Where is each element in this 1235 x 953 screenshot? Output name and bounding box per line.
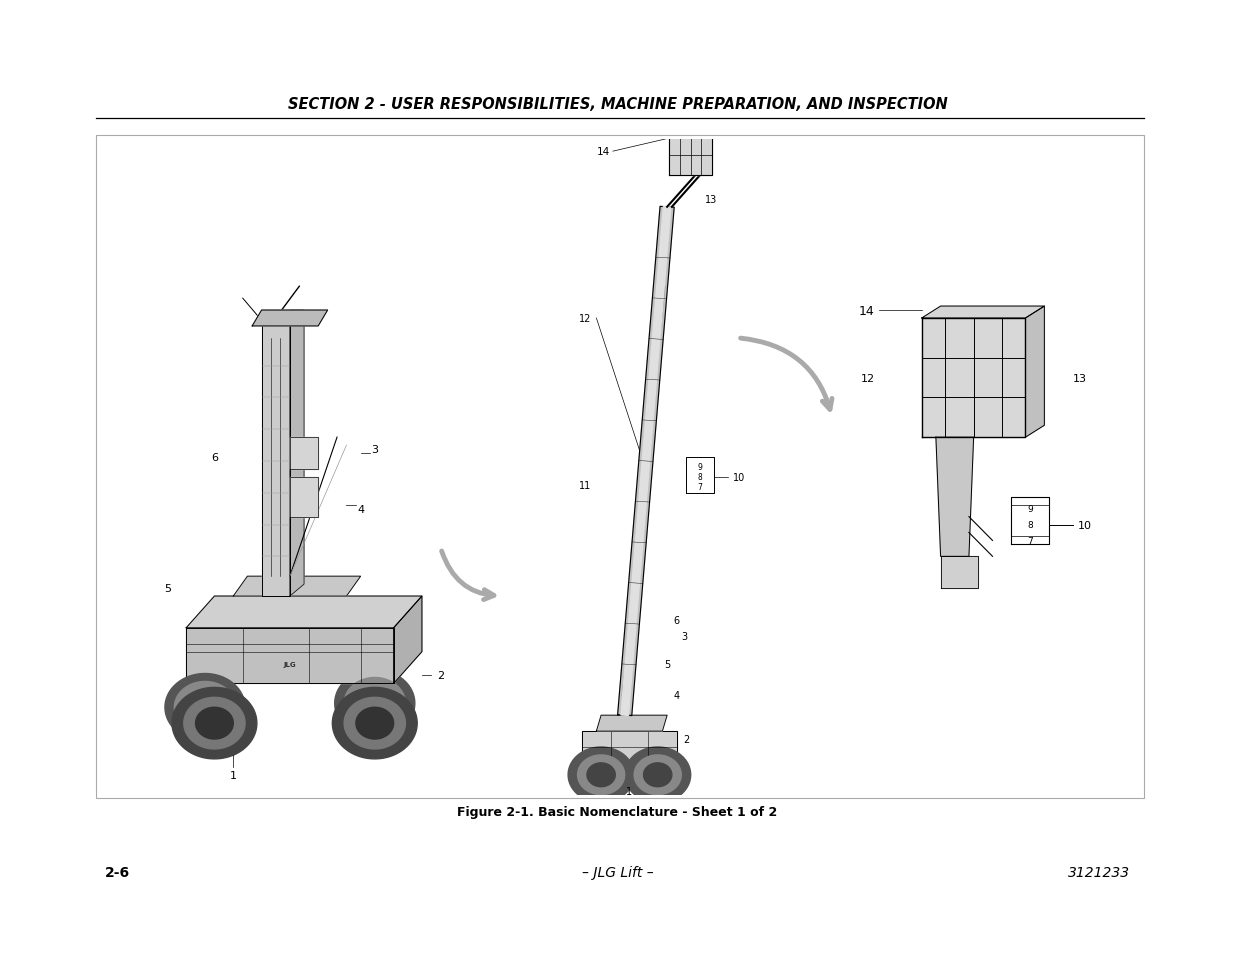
Text: 4: 4 xyxy=(673,691,679,700)
Text: 12: 12 xyxy=(579,314,592,324)
Polygon shape xyxy=(345,698,405,749)
Polygon shape xyxy=(184,698,245,749)
Polygon shape xyxy=(233,577,361,597)
Polygon shape xyxy=(172,688,257,760)
Text: 3: 3 xyxy=(682,631,688,641)
Polygon shape xyxy=(358,690,391,718)
Polygon shape xyxy=(941,557,978,588)
Polygon shape xyxy=(582,731,677,763)
Text: 14: 14 xyxy=(598,147,610,157)
Polygon shape xyxy=(394,597,422,683)
Polygon shape xyxy=(634,755,682,795)
Text: 3121233: 3121233 xyxy=(1068,865,1130,879)
Polygon shape xyxy=(921,318,1025,437)
Text: 6: 6 xyxy=(673,616,679,625)
Text: 8: 8 xyxy=(1028,520,1034,530)
Text: JLG: JLG xyxy=(284,660,296,667)
Polygon shape xyxy=(290,311,304,597)
Polygon shape xyxy=(252,311,327,327)
Text: 4: 4 xyxy=(357,504,364,514)
Polygon shape xyxy=(174,681,236,733)
Polygon shape xyxy=(186,597,422,628)
Polygon shape xyxy=(921,307,1045,318)
Polygon shape xyxy=(621,208,671,716)
Text: 13: 13 xyxy=(1073,374,1087,383)
Text: 1: 1 xyxy=(230,770,237,780)
Polygon shape xyxy=(568,747,634,802)
Polygon shape xyxy=(597,716,667,731)
Text: Figure 2-1. Basic Nomenclature - Sheet 1 of 2: Figure 2-1. Basic Nomenclature - Sheet 1… xyxy=(457,805,778,819)
Polygon shape xyxy=(335,670,415,738)
Polygon shape xyxy=(356,707,394,740)
Text: 12: 12 xyxy=(861,374,874,383)
Polygon shape xyxy=(345,678,405,729)
Polygon shape xyxy=(189,694,221,721)
Polygon shape xyxy=(643,763,672,787)
Polygon shape xyxy=(1025,307,1045,437)
Polygon shape xyxy=(625,747,690,802)
Text: 5: 5 xyxy=(164,583,170,594)
Polygon shape xyxy=(936,437,973,557)
Text: – JLG Lift –: – JLG Lift – xyxy=(582,865,653,879)
Polygon shape xyxy=(290,437,319,470)
Polygon shape xyxy=(186,628,394,683)
Text: 8: 8 xyxy=(698,473,703,482)
Text: 10: 10 xyxy=(734,473,746,482)
Text: 14: 14 xyxy=(858,304,874,317)
Bar xyxy=(96,136,1144,799)
Text: 5: 5 xyxy=(664,659,671,669)
Text: 3: 3 xyxy=(372,445,378,455)
Polygon shape xyxy=(669,136,711,175)
Text: 6: 6 xyxy=(211,453,217,462)
Text: 13: 13 xyxy=(705,194,718,205)
Polygon shape xyxy=(1011,497,1049,545)
Text: 7: 7 xyxy=(698,483,703,492)
Text: 2: 2 xyxy=(437,671,445,680)
Polygon shape xyxy=(685,457,714,494)
Polygon shape xyxy=(618,207,674,716)
Text: 1: 1 xyxy=(626,786,632,796)
Polygon shape xyxy=(587,763,615,787)
Text: 9: 9 xyxy=(1028,505,1034,514)
Text: 11: 11 xyxy=(579,480,592,490)
Text: 2-6: 2-6 xyxy=(105,865,130,879)
Polygon shape xyxy=(165,674,245,741)
Polygon shape xyxy=(332,688,417,760)
Text: 9: 9 xyxy=(698,463,703,472)
Text: SECTION 2 - USER RESPONSIBILITIES, MACHINE PREPARATION, AND INSPECTION: SECTION 2 - USER RESPONSIBILITIES, MACHI… xyxy=(288,96,947,112)
Polygon shape xyxy=(195,707,233,740)
Text: 7: 7 xyxy=(1028,537,1034,545)
Text: 10: 10 xyxy=(1077,520,1092,530)
Polygon shape xyxy=(262,311,290,597)
Text: 2: 2 xyxy=(683,734,689,744)
Polygon shape xyxy=(578,755,625,795)
Polygon shape xyxy=(290,477,319,517)
